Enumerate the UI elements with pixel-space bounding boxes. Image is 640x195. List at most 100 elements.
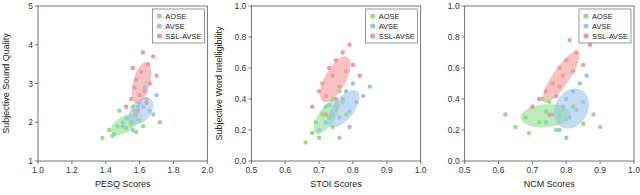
point [158, 120, 162, 124]
x-tick-label: 1.0 [628, 165, 640, 175]
figure: 1.01.21.41.61.82.012345PESQ ScoresSubjec… [0, 0, 640, 195]
point [571, 89, 575, 93]
point [341, 97, 345, 101]
x-tick-label: 0.6 [279, 165, 291, 175]
point [100, 136, 104, 140]
x-tick [105, 161, 106, 164]
point [591, 112, 595, 116]
point [132, 85, 136, 89]
point [303, 140, 307, 144]
point [361, 94, 365, 98]
point [537, 120, 541, 124]
x-tick-label: 1.0 [32, 165, 44, 175]
point [144, 101, 148, 105]
x-tick-label: 0.9 [594, 165, 606, 175]
point [574, 108, 578, 112]
point [547, 112, 551, 116]
panel: 0.50.60.70.80.91.00.00.20.40.60.81.0STOI… [214, 1, 427, 189]
frame [251, 6, 420, 161]
point [131, 66, 135, 70]
y-tick [462, 130, 465, 131]
point [144, 97, 148, 101]
point [344, 69, 348, 73]
point [129, 97, 133, 101]
y-tick-label: 0.8 [448, 32, 460, 42]
y-tick [462, 6, 465, 7]
point [351, 63, 355, 67]
point [337, 89, 341, 93]
point [564, 97, 568, 101]
x-tick [600, 161, 601, 164]
y-tick [248, 161, 251, 162]
legend: AOSEAVSESSL-AVSE [152, 9, 204, 43]
y-tick [248, 68, 251, 69]
legend-swatch [583, 13, 588, 18]
legend-swatch [157, 23, 162, 28]
legend: AOSEAVSESSL-AVSE [579, 9, 631, 43]
point [324, 94, 328, 98]
point [337, 84, 341, 88]
legend-swatch [370, 33, 375, 38]
point [310, 105, 314, 109]
point [584, 74, 588, 78]
x-tick-label: 0.5 [459, 165, 471, 175]
point [120, 124, 124, 128]
panel: 1.01.21.41.61.82.012345PESQ ScoresSubjec… [1, 1, 214, 189]
point [334, 97, 338, 101]
point [330, 112, 334, 116]
point [327, 66, 331, 70]
x-tick [71, 161, 72, 164]
x-tick-label: 0.9 [381, 165, 393, 175]
point [530, 105, 534, 109]
legend-label: AVSE [592, 22, 611, 31]
point [351, 81, 355, 85]
frame [38, 6, 207, 161]
point [554, 94, 558, 98]
point [317, 128, 321, 132]
point [537, 97, 541, 101]
point [330, 74, 334, 78]
point [527, 131, 531, 135]
point [131, 105, 135, 109]
point [344, 112, 348, 116]
y-tick [248, 37, 251, 38]
point [581, 100, 585, 104]
point [557, 66, 561, 70]
point [137, 93, 141, 97]
point [110, 134, 114, 138]
x-axis-label: STOI Scores [310, 179, 362, 189]
legend-label: AOSE [165, 12, 186, 21]
x-tick [498, 161, 499, 164]
legend-label: AOSE [379, 12, 400, 21]
x-tick [352, 161, 353, 164]
point [513, 125, 517, 129]
point [154, 74, 158, 78]
point [141, 124, 145, 128]
y-tick-label: 0.8 [235, 32, 247, 42]
point [136, 105, 140, 109]
point [571, 69, 575, 73]
point [141, 105, 145, 109]
point [530, 105, 534, 109]
point [327, 103, 331, 107]
point [567, 115, 571, 119]
plot-area [503, 38, 602, 140]
point [341, 50, 345, 54]
panel: 0.50.60.70.80.91.00.00.20.40.60.81.0NCM … [448, 1, 640, 189]
point [557, 112, 561, 116]
y-tick [248, 6, 251, 7]
x-tick-label: 1.6 [134, 165, 146, 175]
frame [465, 6, 634, 161]
x-tick-label: 1.4 [100, 165, 112, 175]
point [557, 128, 561, 132]
point [317, 136, 321, 140]
y-tick [35, 6, 38, 7]
point [324, 120, 328, 124]
point [124, 105, 128, 109]
point [136, 108, 140, 112]
y-tick [35, 83, 38, 84]
legend-label: AVSE [165, 22, 184, 31]
point [154, 93, 158, 97]
point [330, 125, 334, 129]
y-tick [35, 161, 38, 162]
